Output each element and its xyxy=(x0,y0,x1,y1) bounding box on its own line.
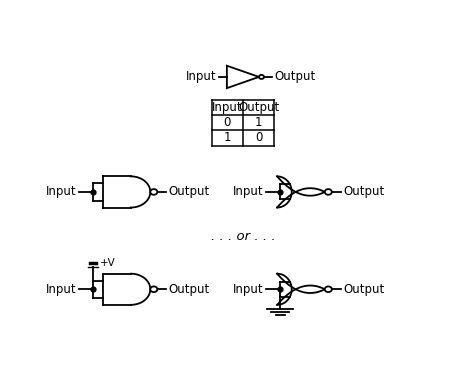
Circle shape xyxy=(259,75,264,79)
Circle shape xyxy=(150,189,157,195)
Circle shape xyxy=(150,286,157,292)
Text: Input: Input xyxy=(212,101,243,114)
Text: Output: Output xyxy=(169,185,210,198)
Text: Output: Output xyxy=(169,283,210,296)
Text: 0: 0 xyxy=(255,131,262,144)
Circle shape xyxy=(325,189,332,195)
Text: Input: Input xyxy=(186,70,216,83)
Text: Input: Input xyxy=(46,185,76,198)
Text: 1: 1 xyxy=(224,131,231,144)
Text: 0: 0 xyxy=(224,116,231,129)
Text: 1: 1 xyxy=(255,116,262,129)
Text: Output: Output xyxy=(343,185,384,198)
Text: Input: Input xyxy=(46,283,76,296)
Text: Output: Output xyxy=(274,70,316,83)
Text: Input: Input xyxy=(233,283,264,296)
Text: . . . or . . .: . . . or . . . xyxy=(210,230,275,243)
Text: Input: Input xyxy=(233,185,264,198)
Text: Output: Output xyxy=(343,283,384,296)
Circle shape xyxy=(325,286,332,292)
Text: +V: +V xyxy=(100,259,115,268)
Text: Output: Output xyxy=(238,101,279,114)
